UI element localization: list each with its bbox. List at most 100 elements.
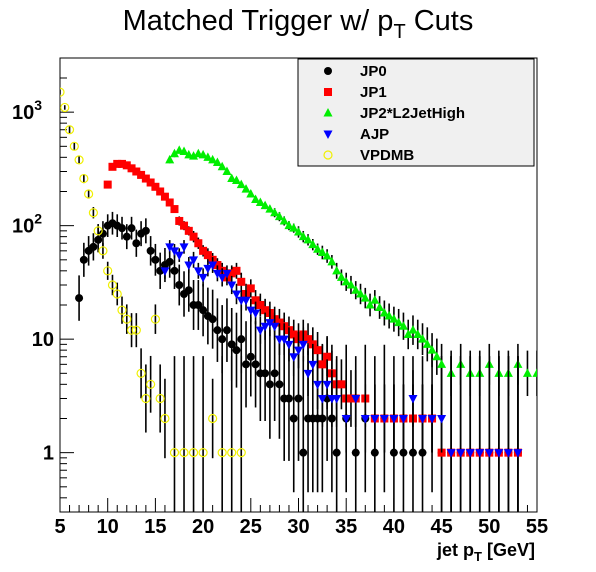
x-tick-label: 55: [526, 516, 548, 538]
data-point: [370, 448, 379, 457]
data-point: [203, 152, 213, 161]
data-point: [88, 208, 98, 218]
data-point: [103, 180, 112, 189]
data-point: [275, 380, 284, 389]
data-point: [313, 380, 323, 390]
data-point: [194, 239, 203, 248]
data-point: [184, 261, 194, 271]
data-point: [155, 393, 165, 404]
x-tick-label: 50: [478, 516, 500, 538]
data-point: [304, 335, 313, 344]
legend-marker: [323, 108, 333, 117]
x-tick-label: 45: [430, 516, 452, 538]
data-point: [437, 414, 447, 424]
data-point: [103, 266, 113, 276]
data-point: [356, 288, 366, 298]
data-point: [203, 251, 212, 260]
series-layer: [60, 87, 537, 512]
data-point: [84, 189, 94, 199]
data-point: [346, 280, 356, 289]
data-point: [351, 448, 360, 457]
data-point: [184, 286, 193, 295]
data-point: [118, 224, 127, 233]
data-point: [127, 224, 136, 233]
data-point: [284, 340, 294, 350]
data-point: [188, 448, 199, 458]
data-point: [69, 141, 79, 151]
y-tick-label: 103: [12, 97, 42, 124]
data-point: [156, 187, 165, 196]
data-point: [341, 414, 351, 424]
data-point: [217, 273, 227, 283]
data-point: [279, 335, 289, 345]
data-point: [122, 232, 131, 241]
data-point: [160, 267, 170, 276]
data-point: [232, 266, 241, 275]
data-point: [117, 305, 127, 315]
x-tick-label: 20: [192, 516, 214, 538]
data-point: [298, 340, 308, 350]
data-point: [132, 167, 141, 176]
data-point: [126, 325, 137, 335]
data-point: [189, 232, 198, 241]
data-point: [237, 277, 246, 286]
data-point: [194, 300, 203, 309]
data-point: [203, 264, 213, 274]
data-point: [208, 261, 218, 271]
data-point: [141, 226, 150, 235]
data-point: [284, 220, 294, 230]
data-point: [180, 221, 189, 230]
data-point: [317, 247, 327, 257]
x-tick-label: 5: [54, 516, 65, 538]
data-point: [175, 216, 184, 225]
data-point: [246, 306, 256, 316]
data-point: [389, 314, 399, 323]
data-point: [113, 159, 122, 168]
data-point: [365, 299, 375, 309]
data-point: [179, 243, 189, 252]
data-point: [79, 173, 89, 184]
data-point: [218, 335, 227, 344]
data-point: [332, 395, 342, 404]
data-point: [122, 314, 132, 324]
data-point: [408, 448, 417, 457]
data-point: [146, 379, 156, 389]
data-point: [246, 189, 256, 198]
data-point: [165, 243, 175, 252]
data-point: [323, 352, 332, 361]
data-point: [370, 295, 380, 304]
data-point: [199, 246, 208, 255]
data-point: [427, 345, 437, 354]
series-jp2-l2jethigh: [165, 145, 537, 397]
data-point: [165, 257, 174, 266]
data-point: [246, 352, 255, 361]
x-tick-label: 10: [97, 516, 119, 538]
data-point: [399, 448, 408, 457]
data-point: [308, 239, 318, 249]
data-point: [242, 360, 251, 369]
data-point: [222, 166, 232, 175]
data-point: [432, 351, 442, 361]
legend-box: [297, 58, 535, 167]
data-point: [127, 164, 136, 173]
data-point: [261, 306, 270, 315]
data-point: [270, 369, 279, 378]
x-axis-title: jet pT [GeV]: [436, 540, 535, 564]
data-point: [394, 317, 404, 327]
y-tick-label: 1: [43, 443, 54, 465]
data-point: [322, 251, 332, 260]
data-point: [379, 307, 389, 317]
x-tick-label: 15: [144, 516, 166, 538]
data-point: [303, 369, 313, 379]
data-point: [422, 339, 432, 348]
data-point: [408, 325, 418, 334]
data-point: [351, 285, 361, 294]
data-point: [122, 161, 131, 170]
data-point: [270, 207, 280, 217]
data-point: [189, 256, 199, 265]
data-point: [255, 197, 265, 206]
data-point: [212, 157, 222, 167]
data-point: [74, 155, 84, 165]
data-point: [341, 276, 351, 286]
